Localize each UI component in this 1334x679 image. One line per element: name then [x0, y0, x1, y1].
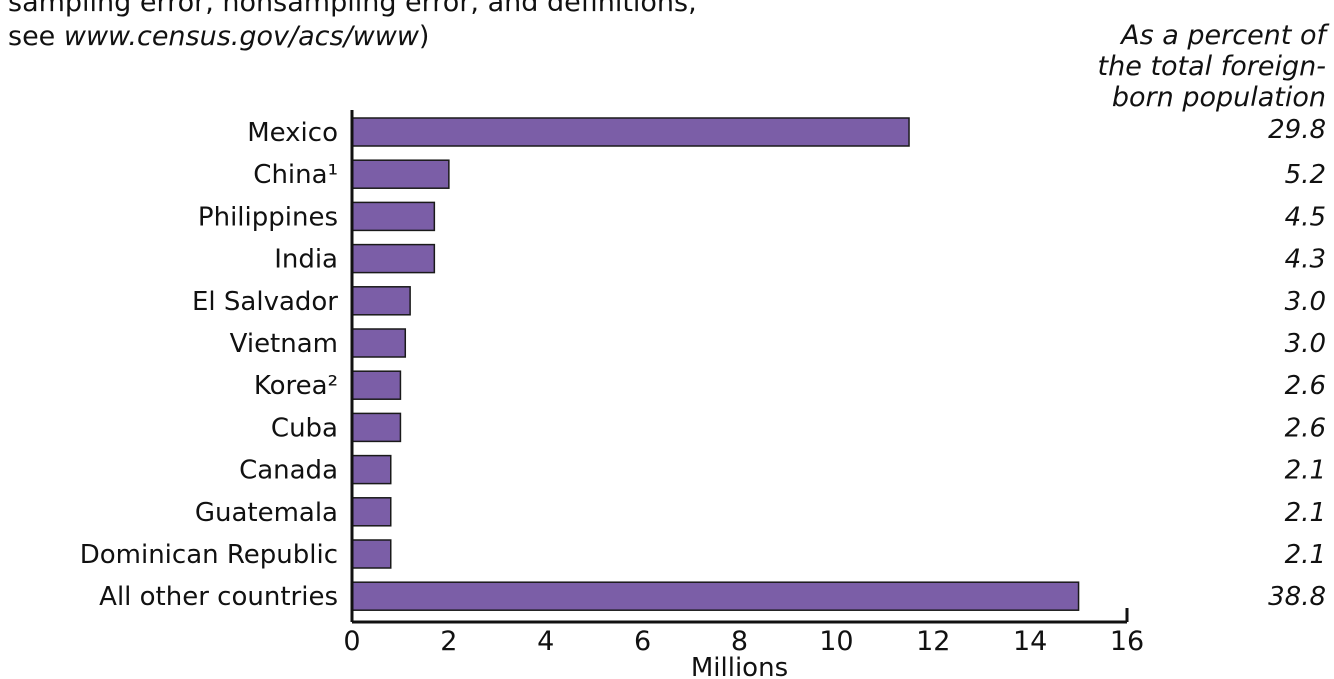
percent-label-india: 4.3	[1285, 245, 1326, 275]
percent-label-dominican-republic: 2.1	[1285, 540, 1326, 570]
x-tick-label-0: 0	[343, 626, 360, 657]
percent-label-mexico: 29.8	[1268, 115, 1326, 145]
percent-header-line-2: the total foreign-	[1097, 51, 1326, 82]
category-label-cuba: Cuba	[271, 413, 338, 443]
axes-group: 0 2 4 6 8 10 12 14 16	[343, 110, 1144, 657]
bar-guatemala	[351, 497, 392, 527]
category-label-india: India	[274, 245, 338, 275]
bar-canada	[351, 454, 392, 485]
percent-label-korea: 2.6	[1285, 371, 1326, 401]
bar-philippines	[351, 201, 436, 232]
percent-label-china: 5.2	[1285, 160, 1326, 190]
bar-india	[351, 243, 436, 274]
percent-label-all-other-countries: 38.8	[1268, 582, 1326, 612]
percent-labels-group: 29.8 5.2 4.5 4.3 3.0 3.0 2.6 2.6 2.1 2.1 2.1 38.8	[1268, 115, 1326, 612]
bars-group	[351, 117, 1080, 611]
bar-el-salvador	[351, 286, 411, 316]
percent-header-line-3: born population	[1111, 82, 1326, 113]
percent-label-vietnam: 3.0	[1285, 329, 1326, 359]
category-label-guatemala: Guatemala	[195, 498, 338, 528]
bar-cuba	[351, 412, 402, 443]
category-labels-group: Mexico China¹ Philippines India El Salvador V…	[80, 118, 339, 612]
x-tick-label-6: 6	[634, 626, 651, 657]
category-label-philippines: Philippines	[198, 202, 338, 232]
percent-column-header: As a percent of the total foreign- born …	[1098, 20, 1326, 113]
percent-label-canada: 2.1	[1285, 456, 1326, 486]
census-url-link[interactable]: www.census.gov/acs/www	[63, 21, 419, 52]
bar-vietnam	[351, 328, 407, 358]
x-tick-label-12: 12	[916, 626, 950, 657]
chart-note: sampling error, nonsampling error, and d…	[8, 0, 697, 54]
x-tick-label-10: 10	[819, 626, 853, 657]
x-axis-title: Millions	[691, 653, 788, 679]
percent-label-guatemala: 2.1	[1285, 498, 1326, 528]
category-label-canada: Canada	[239, 456, 338, 486]
category-label-all-other-countries: All other countries	[99, 582, 338, 612]
percent-label-philippines: 4.5	[1285, 202, 1326, 232]
category-label-china: China¹	[253, 160, 338, 190]
x-tick-label-8: 8	[731, 626, 748, 657]
percent-label-el-salvador: 3.0	[1285, 287, 1326, 317]
bar-china	[351, 159, 450, 189]
x-tick-label-4: 4	[537, 626, 554, 657]
category-label-el-salvador: El Salvador	[192, 287, 338, 317]
bar-dominican-republic	[351, 539, 392, 569]
chart-note-line-1: sampling error, nonsampling error, and d…	[8, 0, 697, 18]
chart-note-line-2: see www.census.gov/acs/www)	[8, 20, 697, 54]
chart-note-prefix: see	[8, 21, 64, 52]
x-tick-label-14: 14	[1013, 626, 1047, 657]
category-label-korea: Korea²	[254, 371, 338, 401]
bar-mexico	[351, 117, 910, 147]
category-label-mexico: Mexico	[247, 118, 338, 148]
x-tick-label-2: 2	[440, 626, 457, 657]
x-tick-label-16: 16	[1110, 626, 1144, 657]
percent-label-cuba: 2.6	[1285, 413, 1326, 443]
bar-all-other-countries	[351, 581, 1080, 611]
category-label-dominican-republic: Dominican Republic	[80, 540, 338, 570]
chart-note-suffix: )	[418, 21, 430, 52]
category-label-vietnam: Vietnam	[230, 329, 338, 359]
percent-header-line-1: As a percent of	[1121, 20, 1326, 51]
bar-korea	[351, 370, 402, 400]
